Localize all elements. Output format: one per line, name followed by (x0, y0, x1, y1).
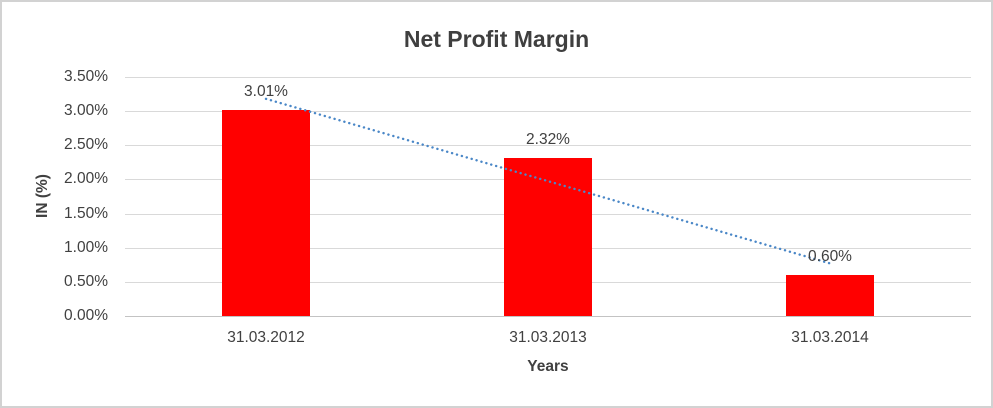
x-tick-label: 31.03.2013 (509, 329, 587, 346)
trendline (264, 97, 832, 265)
y-tick-label: 1.00% (64, 239, 108, 256)
bar-data-label: 0.60% (808, 248, 852, 265)
bar (222, 110, 310, 316)
gridline (125, 145, 971, 146)
bar-data-label: 2.32% (526, 131, 570, 148)
x-tick-label: 31.03.2014 (791, 329, 869, 346)
y-tick-label: 0.50% (64, 273, 108, 290)
x-axis-line (125, 316, 971, 317)
trendline-path (264, 97, 832, 265)
bar-data-label: 3.01% (244, 83, 288, 100)
y-tick-label: 0.00% (64, 307, 108, 324)
x-axis-title: Years (527, 358, 569, 375)
gridline (125, 111, 971, 112)
y-tick-label: 3.00% (64, 102, 108, 119)
bar (786, 275, 874, 316)
gridline (125, 77, 971, 78)
y-tick-label: 3.50% (64, 68, 108, 85)
y-tick-label: 2.50% (64, 136, 108, 153)
x-tick-label: 31.03.2012 (227, 329, 305, 346)
bar (504, 158, 592, 316)
y-tick-label: 1.50% (64, 205, 108, 222)
y-tick-label: 2.00% (64, 170, 108, 187)
chart-title: Net Profit Margin (403, 26, 590, 52)
